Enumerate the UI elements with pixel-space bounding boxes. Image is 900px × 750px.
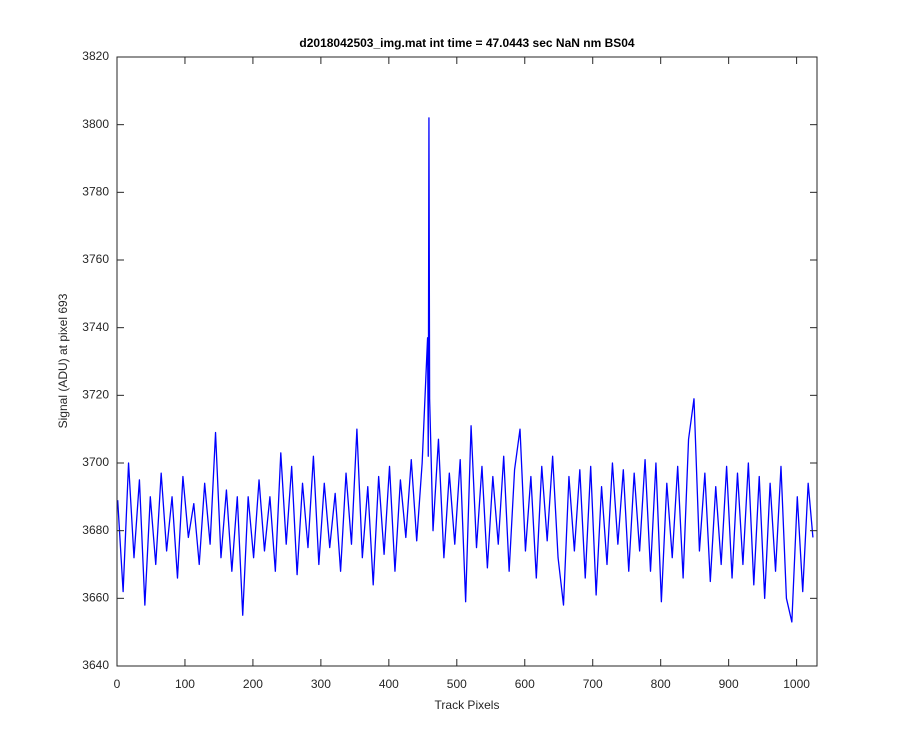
y-tick-label: 3680 <box>82 523 109 537</box>
x-tick-label: 1000 <box>783 677 810 691</box>
chart-title: d2018042503_img.mat int time = 47.0443 s… <box>299 36 635 50</box>
y-tick-label: 3760 <box>82 252 109 266</box>
y-tick-label: 3660 <box>82 591 109 605</box>
x-tick-label: 800 <box>651 677 671 691</box>
y-tick-label: 3720 <box>82 388 109 402</box>
y-tick-label: 3800 <box>82 117 109 131</box>
x-tick-label: 700 <box>583 677 603 691</box>
data-line <box>117 117 814 623</box>
x-tick-label: 600 <box>515 677 535 691</box>
x-tick-label: 900 <box>719 677 739 691</box>
y-tick-label: 3740 <box>82 320 109 334</box>
x-tick-label: 400 <box>379 677 399 691</box>
y-axis-label: Signal (ADU) at pixel 693 <box>56 293 70 428</box>
x-tick-label: 0 <box>114 677 121 691</box>
x-tick-label: 500 <box>447 677 467 691</box>
y-tick-label: 3640 <box>82 658 109 672</box>
x-tick-label: 300 <box>311 677 331 691</box>
x-tick-label: 200 <box>243 677 263 691</box>
y-tick-label: 3700 <box>82 455 109 469</box>
y-tick-label: 3820 <box>82 49 109 63</box>
axes-box <box>116 56 818 667</box>
x-axis-label: Track Pixels <box>435 698 500 712</box>
y-tick-label: 3780 <box>82 185 109 199</box>
x-tick-label: 100 <box>175 677 195 691</box>
